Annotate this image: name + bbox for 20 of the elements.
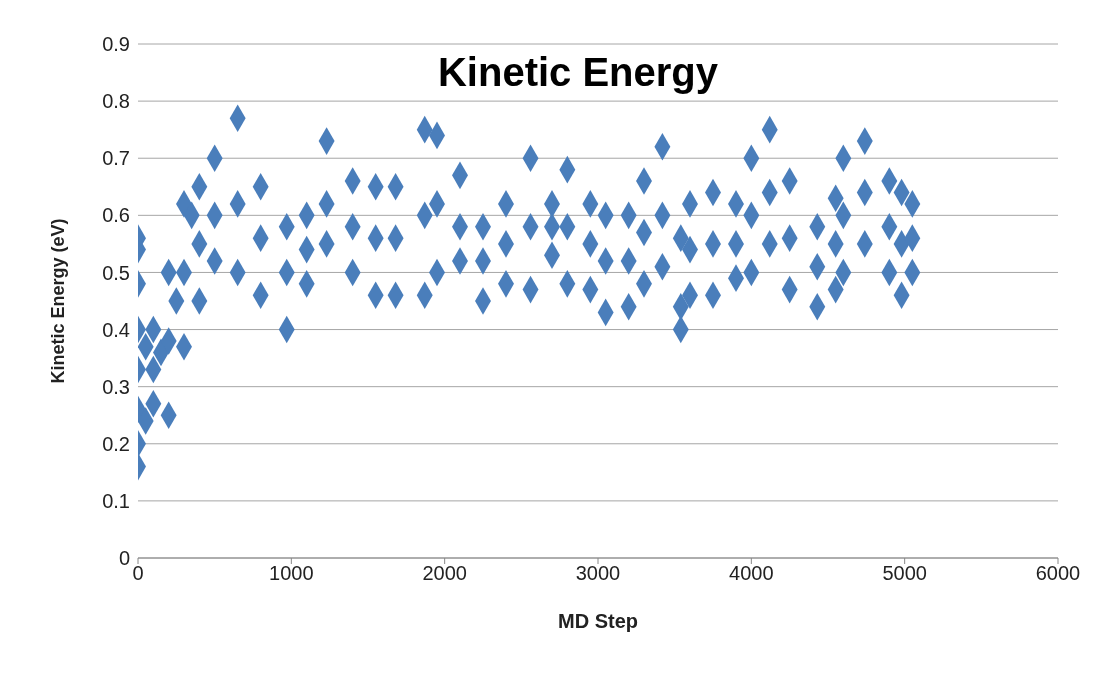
x-tick-label: 6000 (1035, 562, 1081, 585)
x-tick-label: 2000 (422, 562, 467, 585)
y-tick-label: 0.1 (102, 489, 130, 512)
y-tick-label: 0.6 (102, 204, 130, 227)
y-tick-label: 0.3 (102, 375, 130, 398)
x-tick-label: 3000 (575, 562, 621, 585)
y-axis-title: Kinetic Energy (eV) (48, 218, 69, 384)
y-tick-label: 0.5 (102, 261, 130, 284)
x-tick-label: 5000 (882, 562, 927, 585)
x-axis-title: MD Step (558, 610, 638, 632)
y-tick-label: 0.8 (102, 90, 130, 113)
chart-title: Kinetic Energy (436, 50, 720, 95)
x-tick-label: 0 (132, 562, 144, 585)
y-tick-label: 0.9 (102, 33, 130, 56)
y-tick-label: 0.4 (102, 318, 130, 341)
y-tick-label: 0.2 (102, 432, 130, 455)
x-tick-label: 1000 (269, 562, 314, 585)
y-tick-label: 0.7 (102, 147, 130, 170)
x-tick-label: 4000 (729, 562, 774, 585)
y-tick-label: 0 (118, 547, 130, 570)
